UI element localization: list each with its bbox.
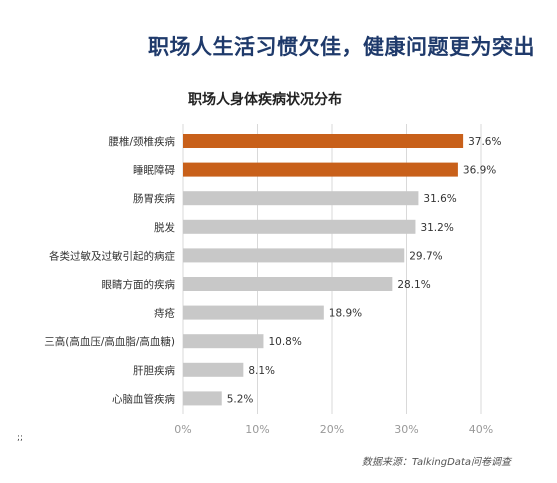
bar [183, 219, 416, 234]
value-label: 29.7% [409, 250, 442, 262]
category-label: 痔疮 [154, 307, 175, 320]
category-label: 脱发 [154, 221, 175, 234]
bar [183, 134, 464, 148]
category-label: 肠胃疾病 [133, 192, 175, 205]
category-label: 三高(高血压/高血脂/高血糖) [44, 335, 175, 348]
x-tick-label: 0% [174, 423, 191, 436]
page-headline: 职场人生活习惯欠佳，健康问题更为突出 [148, 35, 535, 59]
page-mark: ;; [17, 433, 24, 443]
value-label: 31.2% [420, 222, 453, 234]
category-label: 眼睛方面的疾病 [102, 278, 176, 291]
value-label: 28.1% [397, 279, 430, 291]
category-label: 各类过敏及过敏引起的病症 [49, 249, 175, 262]
category-labels: 腰椎/颈椎疾病睡眠障碍肠胃疾病脱发各类过敏及过敏引起的病症眼睛方面的疾病痔疮三高… [44, 135, 175, 405]
x-axis-ticks: 0% 10% 20% 30% 40% [174, 423, 493, 436]
bar [183, 191, 419, 206]
bar [183, 162, 458, 177]
chart-title: 职场人身体疾病状况分布 [188, 91, 342, 108]
category-label: 肝胆疾病 [133, 364, 175, 377]
bar [183, 391, 222, 406]
value-label: 31.6% [423, 193, 456, 205]
category-label: 腰椎/颈椎疾病 [108, 135, 175, 148]
x-tick-label: 20% [320, 423, 344, 436]
bars [183, 134, 464, 406]
bar [183, 248, 405, 263]
category-label: 心脑血管疾病 [112, 392, 175, 405]
bar [183, 305, 324, 320]
value-label: 5.2% [227, 393, 254, 405]
value-label: 36.9% [463, 165, 496, 177]
bar [183, 334, 264, 349]
x-tick-label: 30% [394, 423, 418, 436]
data-source-note: 数据来源：TalkingData问卷调查 [361, 457, 511, 468]
bar [183, 277, 393, 291]
category-label: 睡眠障碍 [133, 164, 175, 177]
value-labels: 37.6% 36.9% 31.6% 31.2% 29.7% 28.1% 18.9% 10.8%… [227, 136, 502, 405]
value-label: 37.6% [468, 136, 501, 148]
value-label: 10.8% [268, 336, 301, 348]
bar [183, 362, 244, 377]
value-label: 18.9% [329, 308, 362, 320]
x-tick-label: 10% [245, 423, 269, 436]
x-tick-label: 40% [469, 423, 493, 436]
value-label: 8.1% [248, 365, 275, 377]
